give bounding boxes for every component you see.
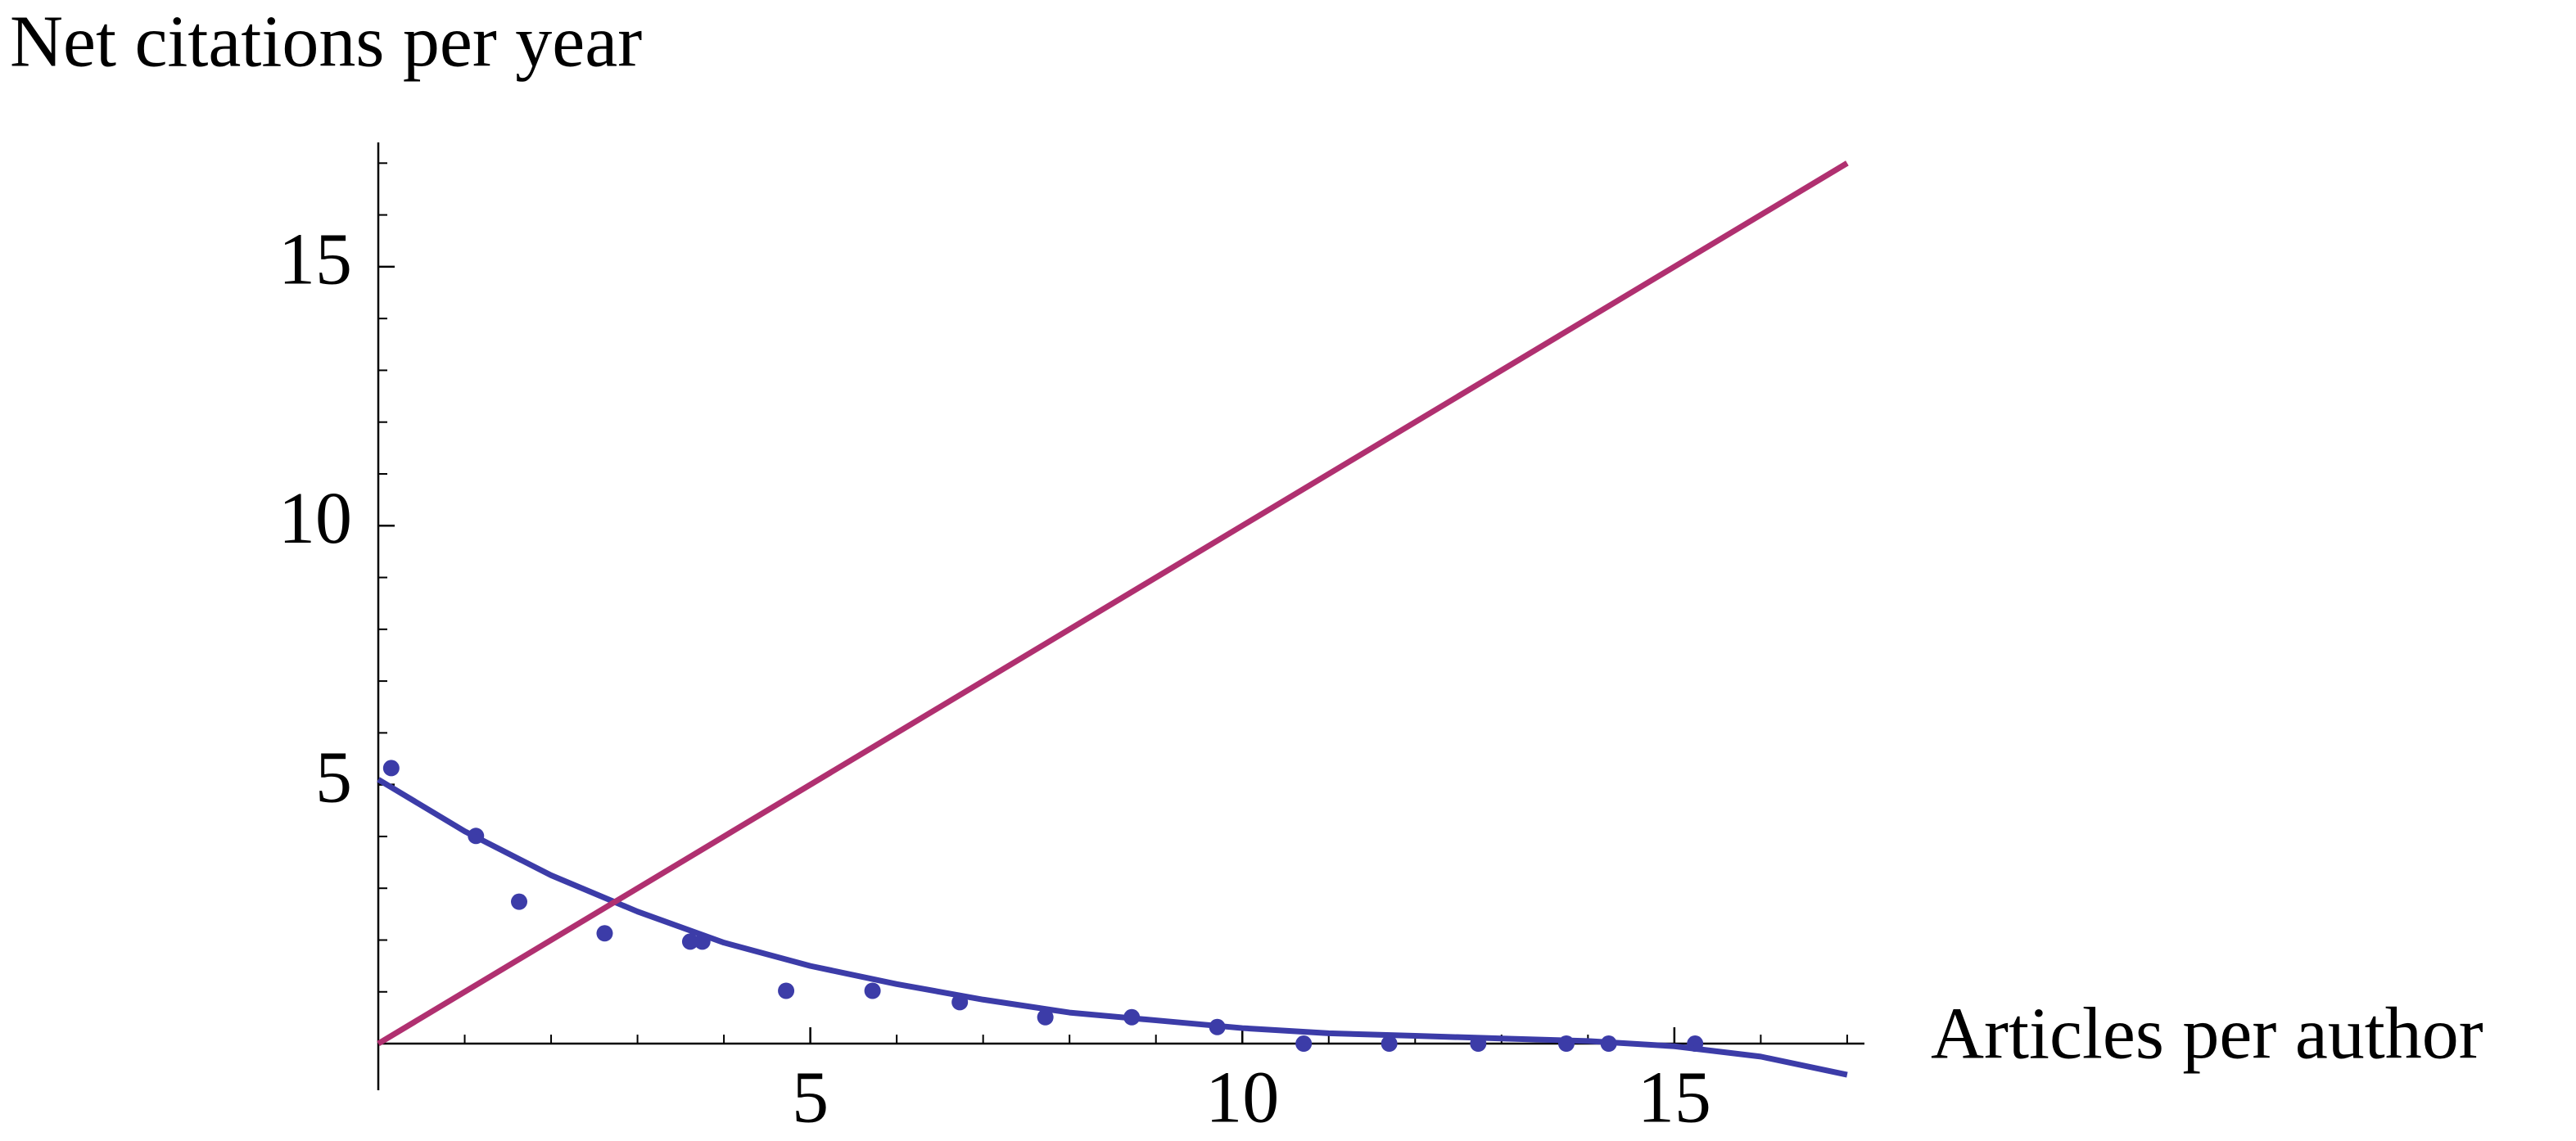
x-tick-label: 15 xyxy=(1638,1058,1711,1139)
chart-title: Net citations per year xyxy=(10,2,642,83)
data-point xyxy=(778,982,795,999)
data-point xyxy=(1037,1008,1054,1026)
x-tick-label: 5 xyxy=(792,1058,829,1139)
line xyxy=(377,160,1849,1047)
y-tick-label: 10 xyxy=(278,478,352,559)
data-point xyxy=(511,893,528,910)
line xyxy=(377,777,1848,1078)
data-point xyxy=(1381,1035,1398,1053)
y-tick-label: 5 xyxy=(315,737,352,818)
data-point xyxy=(681,933,698,950)
data-point xyxy=(1295,1035,1313,1053)
data-point xyxy=(596,925,613,942)
x-tick-label: 10 xyxy=(1205,1058,1279,1139)
data-point xyxy=(382,760,400,777)
x-axis-label: Articles per author xyxy=(1931,994,2483,1075)
data-point xyxy=(864,982,881,999)
y-tick-label: 15 xyxy=(278,219,352,300)
